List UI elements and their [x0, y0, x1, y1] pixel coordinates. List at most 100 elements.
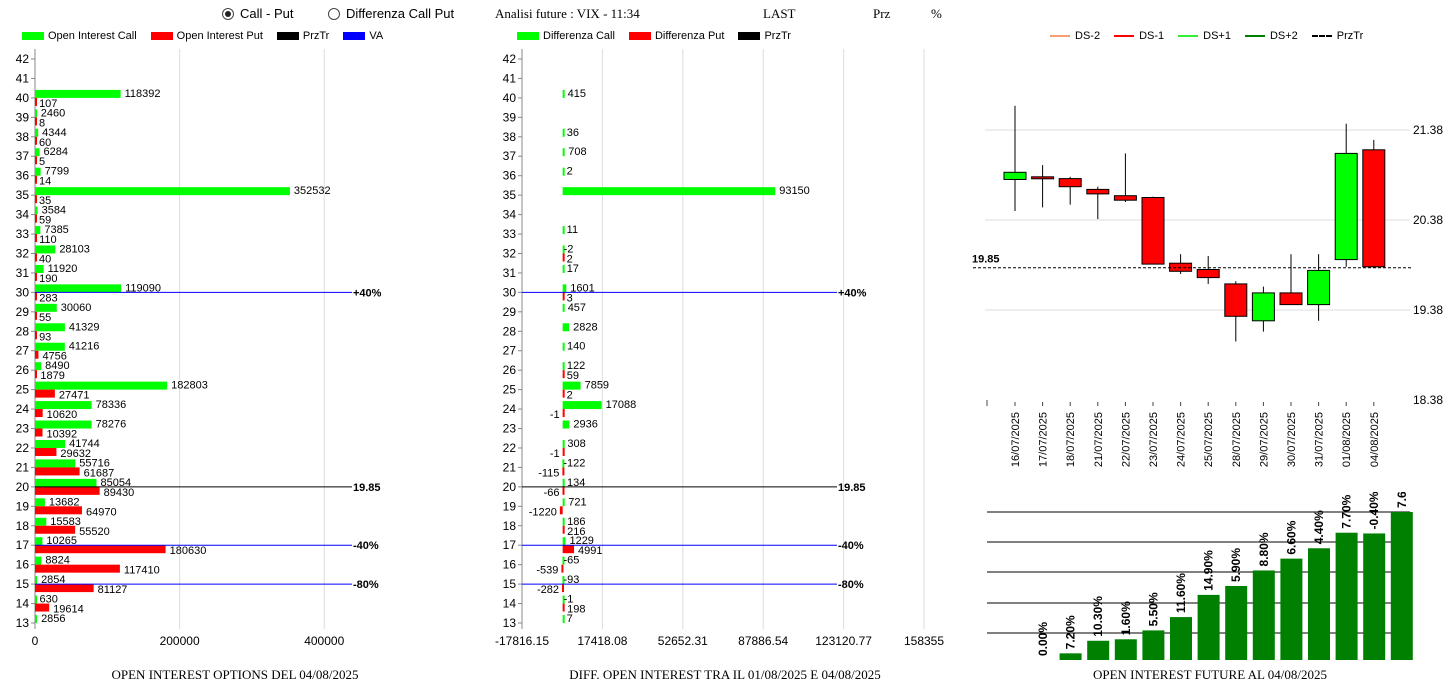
- put-value-label: 117410: [124, 565, 160, 577]
- future-bar-label: 7.70%: [1340, 494, 1354, 528]
- radio-differenza[interactable]: Differenza Call Put: [328, 6, 454, 21]
- candle-body: [1362, 149, 1386, 268]
- put-value-label: 8: [39, 117, 45, 129]
- call-value-label: 13682: [49, 496, 80, 508]
- y-tick-label: 20.38: [1413, 213, 1443, 227]
- put-value-label: 61687: [84, 467, 115, 479]
- x-tick-label: 400000: [304, 634, 344, 648]
- call-bar: [35, 245, 56, 254]
- put-bar: [561, 564, 564, 573]
- put-value-label: 2: [567, 390, 573, 402]
- call-bar: [562, 303, 565, 312]
- radio-differenza-dot[interactable]: [328, 7, 340, 20]
- call-value-label: 36: [567, 127, 579, 139]
- put-value-label: 14: [39, 176, 51, 188]
- y-tick-label: 21.38: [1413, 123, 1443, 137]
- strike-label: 16: [16, 558, 30, 572]
- x-tick-label: 25/07/2025: [1203, 412, 1215, 467]
- call-bar: [562, 342, 565, 351]
- put-bar: [562, 409, 565, 418]
- future-bar-label: 11.60%: [1174, 573, 1188, 613]
- put-bar: [35, 584, 94, 593]
- put-value-label: 180630: [170, 545, 207, 557]
- future-bar-label: 6.60%: [1284, 520, 1298, 554]
- x-tick-label: 31/07/2025: [1314, 412, 1326, 467]
- call-bar: [562, 556, 565, 565]
- reference-label: -40%: [838, 540, 864, 552]
- strike-label: 33: [503, 227, 517, 241]
- strike-label: 39: [503, 110, 517, 124]
- call-value-label: 122: [567, 360, 585, 372]
- call-value-label: 1601: [570, 282, 594, 294]
- x-tick-label: 158355: [904, 634, 944, 648]
- caption-diff: DIFF. OPEN INTEREST TRA IL 01/08/2025 E …: [569, 667, 881, 682]
- call-value-label: 1229: [569, 535, 593, 547]
- call-value-label: 140: [567, 341, 585, 353]
- x-tick-label: 87886.54: [738, 634, 788, 648]
- radio-call-put[interactable]: Call - Put: [222, 6, 293, 21]
- radio-call-put-dot[interactable]: [222, 7, 234, 20]
- legend-ds-p2: DS+2: [1244, 30, 1298, 42]
- legend-oi-prztr: PrzTr: [276, 30, 329, 42]
- put-bar: [35, 603, 50, 612]
- call-bar: [562, 615, 565, 623]
- put-bar: [35, 525, 76, 534]
- strike-label: 24: [16, 402, 30, 416]
- put-bar: [562, 584, 565, 593]
- call-value-label: 55716: [79, 457, 110, 469]
- strike-label: 15: [503, 577, 517, 591]
- strike-label: 30: [16, 285, 30, 299]
- put-value-label: -1: [550, 448, 560, 460]
- reference-label: 19.85: [838, 482, 866, 494]
- candle-body: [1307, 269, 1331, 306]
- put-value-label: -66: [544, 487, 560, 499]
- candle-body: [1224, 283, 1248, 317]
- strike-label: 14: [16, 597, 30, 611]
- put-value-label: 216: [567, 526, 585, 538]
- call-value-label: 10265: [46, 535, 77, 547]
- x-tick-label: 01/08/2025: [1341, 412, 1353, 467]
- future-bar: [1142, 630, 1165, 660]
- put-bar: [35, 311, 37, 320]
- call-value-label: 7385: [44, 224, 68, 236]
- future-bar-label: 7.20%: [1064, 615, 1078, 649]
- put-value-label: 2: [567, 253, 573, 265]
- candle-body: [1086, 188, 1110, 195]
- call-bar: [35, 381, 168, 390]
- strike-label: 42: [503, 52, 517, 66]
- put-value-label: -539: [536, 565, 558, 577]
- put-bar: [35, 253, 37, 262]
- call-bar: [562, 128, 565, 137]
- put-bar: [35, 486, 100, 495]
- strike-label: 33: [16, 227, 30, 241]
- reference-label: 19.85: [353, 482, 381, 494]
- reference-label: -80%: [838, 579, 864, 591]
- future-bar: [1087, 640, 1110, 660]
- strike-label: 31: [16, 266, 30, 280]
- call-value-label: 2854: [41, 574, 65, 586]
- call-bar: [35, 264, 44, 273]
- strike-label: 15: [16, 577, 30, 591]
- put-value-label: 1879: [40, 370, 64, 382]
- strike-label: 21: [503, 460, 517, 474]
- call-value-label: 8824: [45, 555, 69, 567]
- strike-label: 30: [503, 285, 517, 299]
- call-bar: [562, 401, 602, 410]
- call-bar: [562, 439, 565, 448]
- call-bar: [562, 264, 565, 273]
- put-bar: [35, 545, 166, 554]
- put-bar: [35, 175, 37, 184]
- future-bar-label: 4.40%: [1312, 510, 1326, 544]
- call-bar: [562, 576, 565, 585]
- call-value-label: 78336: [96, 399, 127, 411]
- put-bar: [35, 564, 120, 573]
- x-tick-label: 21/07/2025: [1093, 412, 1105, 467]
- call-bar: [35, 498, 45, 507]
- call-value-label: 308: [567, 438, 585, 450]
- future-bar-label: 5.90%: [1229, 548, 1243, 582]
- x-tick-label: 24/07/2025: [1176, 412, 1188, 467]
- put-bar: [35, 506, 82, 515]
- call-value-label: 118392: [125, 88, 161, 100]
- call-bar: [562, 420, 570, 429]
- call-bar: [562, 226, 565, 235]
